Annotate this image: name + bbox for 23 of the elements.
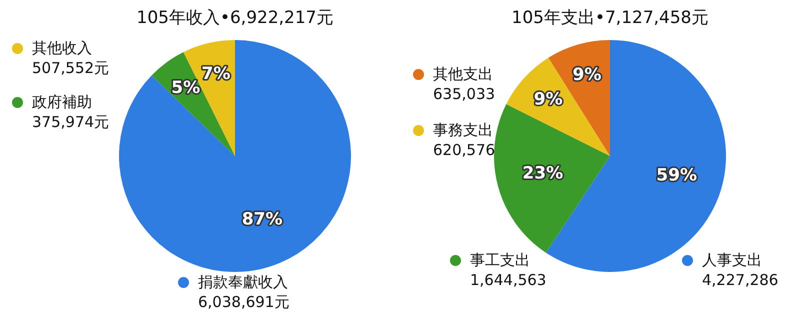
chart-title: 105年支出•7,127,458元 bbox=[510, 7, 710, 29]
data-label: 9% bbox=[572, 65, 602, 86]
text: 1,644,563 bbox=[469, 270, 546, 290]
legend-label: 其他收入 bbox=[32, 39, 92, 57]
legend-label: 捐款奉獻收入 bbox=[198, 273, 288, 291]
text: 635,033 bbox=[432, 84, 496, 104]
legend-label: 政府補助 bbox=[32, 93, 92, 111]
chart-title: 105年收入•6,922,217元 bbox=[136, 7, 334, 29]
text: 6,038,691元 bbox=[197, 292, 290, 312]
data-label: 23% bbox=[522, 163, 564, 184]
legend-label: 其他支出 bbox=[433, 65, 493, 83]
legend-label: 事工支出 bbox=[470, 251, 530, 269]
text: 620,576 bbox=[432, 140, 496, 160]
data-label: 87% bbox=[242, 210, 283, 230]
data-label: 5% bbox=[171, 78, 200, 98]
text: 4,227,286 bbox=[701, 270, 778, 290]
data-label: 59% bbox=[656, 165, 697, 186]
text: 507,552元 bbox=[31, 58, 110, 78]
text: 375,974元 bbox=[31, 112, 110, 132]
legend-label: 人事支出 bbox=[702, 251, 762, 269]
data-label: 9% bbox=[534, 89, 563, 110]
legend-label: 事務支出 bbox=[433, 121, 493, 139]
data-label: 7% bbox=[202, 64, 230, 84]
